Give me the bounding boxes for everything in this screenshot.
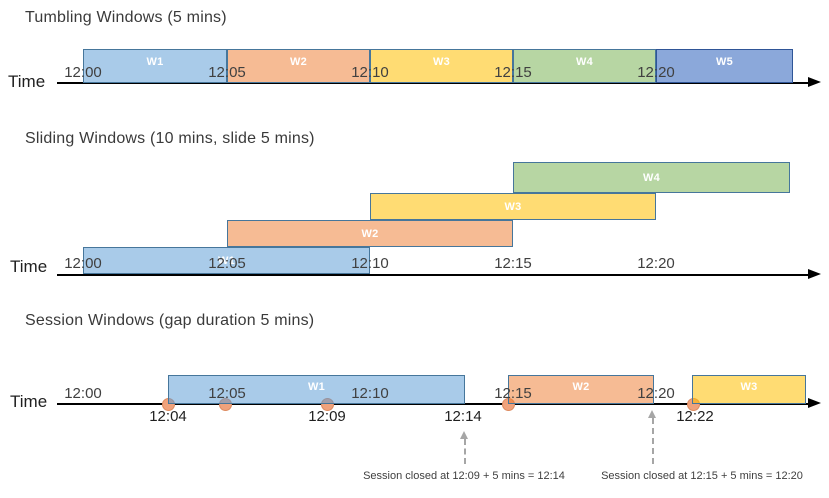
- axis-arrowhead-icon: [808, 269, 821, 279]
- tick-label: 12:20: [637, 64, 675, 81]
- window-label: W1: [146, 56, 164, 68]
- window-label: W4: [642, 171, 661, 184]
- axis-arrowhead-icon: [808, 398, 821, 408]
- session-time-axis-label: Time: [10, 392, 48, 411]
- tick-label: 12:15: [494, 64, 532, 81]
- session-close-annotation: Session closed at 12:15 + 5 mins = 12:20: [601, 470, 803, 482]
- sliding-window-w4: W4: [513, 162, 790, 193]
- tumbling-time-axis-label: Time: [8, 72, 46, 91]
- tick-label: 12:15: [494, 385, 532, 402]
- annotation-arrow-line: [652, 418, 654, 464]
- window-label: W3: [740, 381, 758, 393]
- tick-label: 12:05: [208, 385, 246, 402]
- session-time-axis: [57, 403, 810, 405]
- session-close-annotation: Session closed at 12:09 + 5 mins = 12:14: [363, 470, 565, 482]
- sliding-time-axis-label: Time: [10, 257, 48, 276]
- window-label: W2: [361, 227, 379, 240]
- tick-label: 12:00: [64, 255, 102, 272]
- tick-label: 12:05: [208, 64, 246, 81]
- annotation-arrow-icon: [648, 410, 656, 418]
- sliding-window-w1: W1: [83, 247, 370, 274]
- event-time-label: 12:09: [308, 408, 346, 425]
- annotation-arrow-icon: [460, 431, 468, 439]
- window-label: W3: [432, 56, 451, 68]
- sliding-window-w2: W2: [227, 220, 513, 247]
- session-window-w1: W1: [168, 375, 465, 404]
- tumbling-window-w4: W4: [513, 49, 656, 83]
- annotation-arrow-line: [464, 439, 466, 464]
- window-label: W5: [715, 56, 734, 68]
- tick-label: 12:15: [494, 255, 532, 272]
- sliding-window-w3: W3: [370, 193, 656, 220]
- window-label: W2: [289, 56, 308, 68]
- window-label: W3: [504, 200, 522, 213]
- event-time-label: 12:04: [149, 408, 187, 425]
- tumbling-window-w5: W5: [656, 49, 793, 83]
- event-time-label: 12:14: [444, 408, 482, 425]
- window-label: W2: [572, 381, 590, 393]
- tick-label: 12:20: [637, 255, 675, 272]
- tick-label: 12:10: [351, 64, 389, 81]
- tumbling-window-w3: W3: [370, 49, 513, 83]
- tumbling-section-title: Tumbling Windows (5 mins): [25, 9, 227, 26]
- tick-label: 12:00: [64, 64, 102, 81]
- tick-label: 12:10: [351, 385, 389, 402]
- tick-label: 12:05: [208, 255, 246, 272]
- sliding-time-axis: [57, 274, 810, 276]
- window-label: W1: [217, 254, 236, 267]
- session-window-w2: W2: [508, 375, 654, 404]
- window-label: W4: [575, 56, 594, 68]
- window-label: W1: [307, 381, 326, 393]
- sliding-section-title: Sliding Windows (10 mins, slide 5 mins): [25, 130, 315, 147]
- tumbling-window-w1: W1: [83, 49, 227, 83]
- tumbling-time-axis: [57, 82, 810, 84]
- axis-arrowhead-icon: [808, 77, 821, 87]
- session-section-title: Session Windows (gap duration 5 mins): [25, 312, 315, 329]
- tumbling-window-w2: W2: [227, 49, 370, 83]
- session-window-w3: W3: [692, 375, 806, 404]
- event-time-label: 12:22: [676, 408, 714, 425]
- tick-label: 12:00: [64, 385, 102, 402]
- tick-label: 12:10: [351, 255, 389, 272]
- tick-label: 12:20: [637, 385, 675, 402]
